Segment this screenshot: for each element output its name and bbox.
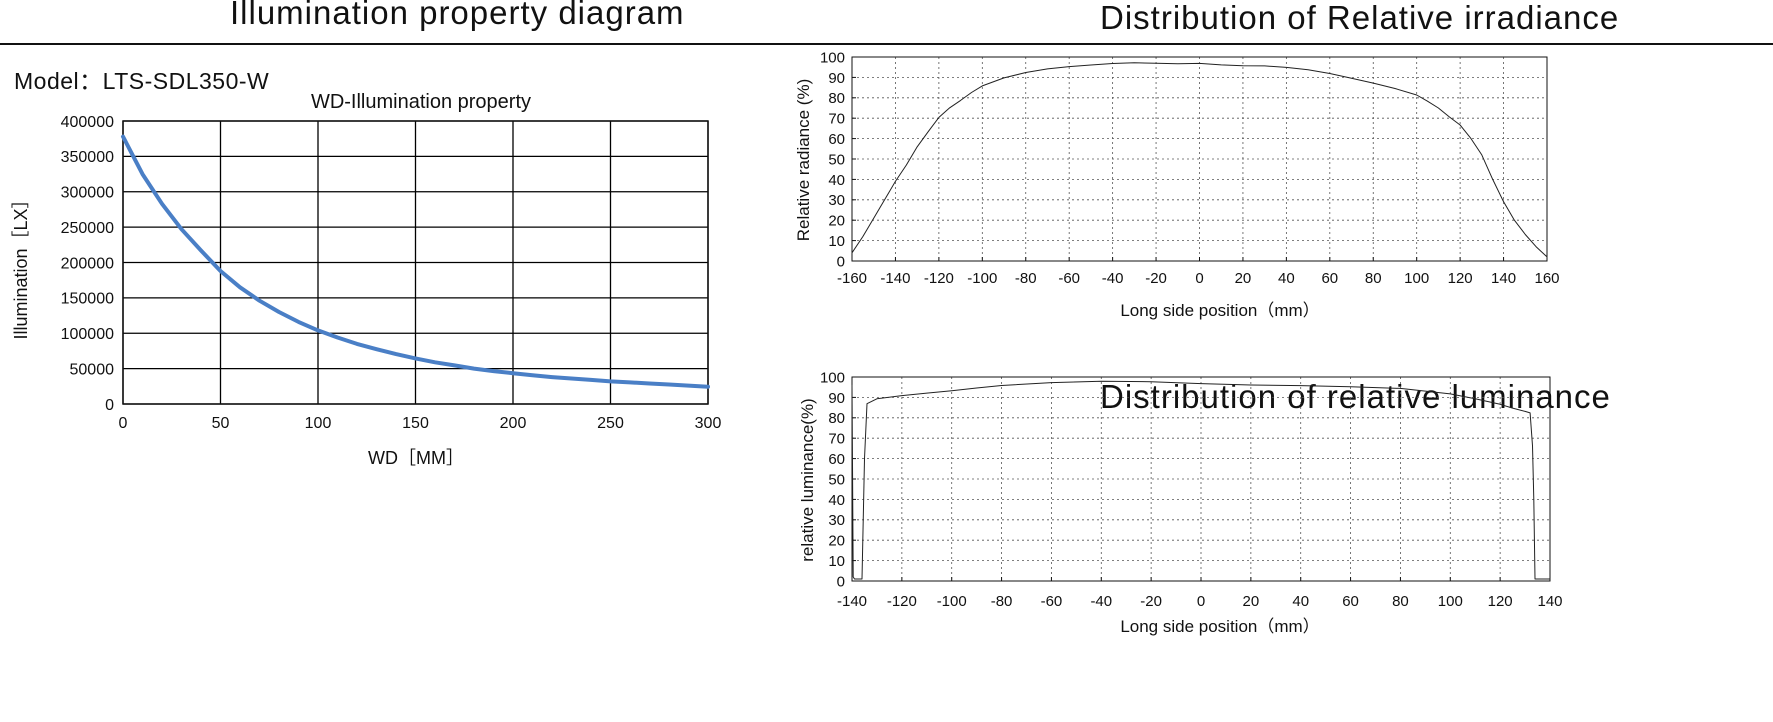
- chart3-y-tick-label: 40: [828, 492, 845, 509]
- chart1-y-tick-label: 400000: [61, 114, 114, 131]
- chart3-x-tick-label: -20: [1140, 593, 1162, 610]
- chart1-x-tick-label: 0: [119, 415, 128, 432]
- chart1-y-tick-label: 0: [105, 397, 114, 414]
- chart1-y-tick-label: 50000: [70, 361, 115, 378]
- model-label: Model：LTS-SDL350-W: [14, 68, 270, 94]
- chart1-x-tick-label: 200: [500, 415, 527, 432]
- chart1-y-tick-label: 300000: [61, 185, 114, 202]
- chart3-y-tick-label: 70: [828, 431, 845, 448]
- chart2-x-tick-label: -20: [1145, 270, 1167, 287]
- chart3-x-tick-label: 100: [1438, 593, 1463, 610]
- chart3-y-tick-label: 80: [828, 410, 845, 427]
- chart2-x-tick-label: 40: [1278, 270, 1295, 287]
- chart3-x-tick-label: 60: [1342, 593, 1359, 610]
- chart3-x-tick-label: 40: [1292, 593, 1309, 610]
- chart3-y-tick-label: 30: [828, 512, 845, 529]
- chart2-y-tick-label: 100: [820, 49, 845, 66]
- chart2-x-tick-label: 100: [1404, 270, 1429, 287]
- chart2-x-tick-label: -160: [837, 270, 867, 287]
- chart3-y-tick-label: 60: [828, 451, 845, 468]
- chart1-y-tick-label: 250000: [61, 220, 114, 237]
- chart2-y-tick-label: 0: [837, 253, 845, 270]
- chart3-y-axis-label: relative luminance(%): [798, 398, 817, 561]
- chart2-series-line: [851, 62, 1548, 258]
- chart2-y-tick-label: 20: [828, 213, 845, 230]
- chart3-y-tick-label: 0: [837, 573, 845, 590]
- chart3-x-tick-label: 0: [1197, 593, 1205, 610]
- chart3-x-tick-label: -80: [991, 593, 1013, 610]
- chart3-y-tick-label: 50: [828, 471, 845, 488]
- chart2-y-axis-label: Relative radiance (%): [794, 79, 813, 242]
- chart2-x-tick-label: 60: [1321, 270, 1338, 287]
- chart1-plot-frame: [122, 120, 709, 405]
- chart2-y-tick-label: 40: [828, 172, 845, 189]
- chart2-y-tick-label: 90: [828, 70, 845, 87]
- chart2-x-tick-label: 0: [1195, 270, 1203, 287]
- chart3-x-axis-label: Long side position（mm）: [1120, 617, 1319, 636]
- chart3-y-tick-label: 90: [828, 390, 845, 407]
- chart1-y-tick-label: 350000: [61, 149, 114, 166]
- chart1-x-tick-label: 50: [212, 415, 230, 432]
- chart1-y-tick-label: 200000: [61, 255, 114, 272]
- chart2-x-tick-label: 160: [1534, 270, 1559, 287]
- right-top-header: Distribution of Relative irradiance: [1100, 0, 1620, 36]
- chart2-y-tick-label: 10: [828, 233, 845, 250]
- chart3-x-tick-label: -40: [1090, 593, 1112, 610]
- chart1-x-tick-label: 150: [402, 415, 429, 432]
- right-bottom-header: Distribution of relative luminance: [1100, 378, 1611, 415]
- chart1-x-axis-label: WD［MM］: [368, 448, 464, 468]
- chart1-y-tick-label: 100000: [61, 326, 114, 343]
- header-divider: [0, 43, 1773, 45]
- chart1-x-tick-label: 250: [597, 415, 624, 432]
- chart3-x-tick-label: -120: [887, 593, 917, 610]
- chart1-y-axis-label: Illumination［LX］: [11, 190, 31, 339]
- chart1-x-tick-label: 100: [305, 415, 332, 432]
- chart2-y-tick-label: 60: [828, 131, 845, 148]
- chart2-x-tick-label: -140: [880, 270, 910, 287]
- chart3-x-tick-label: -140: [837, 593, 867, 610]
- chart2-x-tick-label: 80: [1365, 270, 1382, 287]
- chart3-series-line: [851, 380, 1551, 580]
- chart2-x-axis-label: Long side position（mm）: [1120, 301, 1319, 320]
- chart1-y-tick-label: 150000: [61, 291, 114, 308]
- chart2-x-tick-label: -60: [1058, 270, 1080, 287]
- chart2-y-tick-label: 80: [828, 90, 845, 107]
- chart2-y-tick-label: 50: [828, 151, 845, 168]
- chart2-x-tick-label: 120: [1448, 270, 1473, 287]
- chart3-y-tick-label: 20: [828, 533, 845, 550]
- chart1-title: WD-Illumination property: [311, 91, 531, 113]
- chart3-x-tick-label: -100: [937, 593, 967, 610]
- chart2-x-tick-label: -40: [1102, 270, 1124, 287]
- chart1-x-tick-label: 300: [695, 415, 722, 432]
- chart1-series-line: [121, 134, 710, 389]
- chart2-x-tick-label: 20: [1235, 270, 1252, 287]
- chart3-x-tick-label: 80: [1392, 593, 1409, 610]
- chart2-x-tick-label: -100: [967, 270, 997, 287]
- chart3-x-tick-label: 120: [1488, 593, 1513, 610]
- chart3-y-tick-label: 10: [828, 553, 845, 570]
- chart3-x-tick-label: 140: [1537, 593, 1562, 610]
- chart2-x-tick-label: 140: [1491, 270, 1516, 287]
- chart2-x-tick-label: -80: [1015, 270, 1037, 287]
- chart3-y-tick-label: 100: [820, 369, 845, 386]
- chart3-x-tick-label: -60: [1041, 593, 1063, 610]
- chart2-x-tick-label: -120: [924, 270, 954, 287]
- chart2-y-tick-label: 70: [828, 111, 845, 128]
- chart2-y-tick-label: 30: [828, 192, 845, 209]
- left-header: Illumination property diagram: [230, 0, 685, 31]
- chart3-x-tick-label: 20: [1243, 593, 1260, 610]
